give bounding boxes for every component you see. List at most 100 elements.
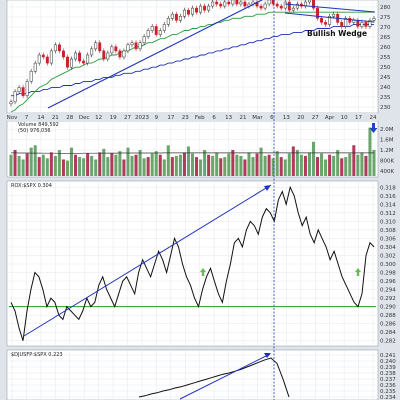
price-panel-bg [6,0,379,114]
djusfp-legend: $DJUSFP:$SPX 0.223 [11,352,63,358]
volume-bar [336,150,340,176]
volume-ma-line [10,152,374,154]
moving-average-blue-line [11,23,374,97]
candle-body [178,16,182,21]
x-tick-label: 23 [182,115,189,121]
volume-bar [215,152,219,176]
djusfp-y-tick-label: 0.238 [380,371,396,377]
candle-body [33,62,37,72]
price-y-tick-label: 250 [380,65,391,71]
volume-bar [255,153,259,176]
volume-bar [182,152,186,176]
candle-body [235,0,239,5]
volume-bar [150,153,154,176]
candle-body [138,42,142,50]
volume-bar [166,145,170,176]
x-tick-label: 13 [283,115,290,121]
candle-body [146,30,150,37]
candle-body [207,5,211,11]
volume-bar [207,154,211,176]
candle-body [102,50,106,60]
x-tick-label: 6 [212,115,216,121]
rox-y-tick-label: 0.302 [380,253,396,259]
wedge-lower-line [284,12,375,23]
candle-body [279,5,283,9]
volume-bar [170,157,174,176]
volume-bar [41,154,45,176]
volume-bar [13,150,17,176]
volume-y-tick-label: 400K [380,169,394,175]
rox-y-tick-label: 0.310 [380,219,396,225]
candle-body [57,44,61,52]
candle-body [53,44,57,52]
candle-body [98,42,102,52]
price-y-tick-label: 245 [380,75,391,81]
volume-bar [130,155,134,176]
candle-body [82,60,86,64]
x-tick-label: 24 [370,115,377,121]
volume-bar [295,150,299,176]
volume-bar [227,153,231,176]
candle-body [219,3,223,7]
volume-bar [69,147,74,176]
volume-y-tick-label: 1.6M [380,138,394,144]
candle-body [368,20,372,27]
volume-bar [328,154,332,176]
candle-body [37,54,41,64]
candle-body [70,58,73,68]
candle-body [259,5,263,9]
candle-body [316,7,319,19]
x-tick-label: Nov [7,115,18,121]
volume-bar [360,152,364,176]
rox-y-tick-label: 0.292 [380,296,396,302]
volume-bar [65,160,69,176]
candle-body [29,71,33,82]
candle-body [170,13,174,19]
candle-body [61,50,65,58]
rox-ratio-line [10,185,375,341]
green-up-arrow-icon [200,268,206,276]
volume-bar [53,155,57,176]
price-y-tick-label: 255 [380,55,391,61]
volume-bar [78,157,82,176]
volume-bar [17,155,21,176]
candle-body [25,81,29,96]
candle-body [162,24,166,31]
djusfp-line-group [138,357,290,398]
volume-bar [158,154,162,176]
candle-body [17,87,21,92]
candle-body [211,1,215,7]
candle-body [21,87,25,96]
volume-bar [94,159,98,176]
candle-body [110,46,114,54]
volume-bar [235,154,239,176]
djusfp-ratio-line [138,357,290,398]
rox-y-tick-label: 0.318 [380,185,396,191]
volume-bar [102,148,106,176]
x-tick-label: 27 [312,115,319,121]
rox-y-tick-label: 0.294 [380,288,396,294]
volume-bar [372,150,376,176]
volume-bar [243,159,247,176]
candle-body [45,56,49,64]
volume-bar [324,159,328,176]
volume-bar [186,146,190,176]
x-tick-label: 21 [240,115,247,121]
volume-bar [146,157,150,176]
candle-body [203,5,207,11]
price-candles [9,0,376,113]
volume-bar [126,147,130,176]
volume-y-tick-label: 800K [380,158,394,164]
x-tick-label: 9 [155,115,159,121]
volume-bar [178,154,182,176]
x-tick-label: 14 [37,115,44,121]
djusfp-trendline-arrowhead [264,353,271,358]
djusfp-trendline [179,353,271,400]
candle-body [364,22,368,27]
x-tick-label: Mar [252,115,263,121]
volume-bar [223,157,227,176]
candle-body [187,9,190,15]
volume-y-tick-label: 2.0M [380,127,394,133]
volume-bar [263,155,267,176]
volume-bar [287,153,291,176]
